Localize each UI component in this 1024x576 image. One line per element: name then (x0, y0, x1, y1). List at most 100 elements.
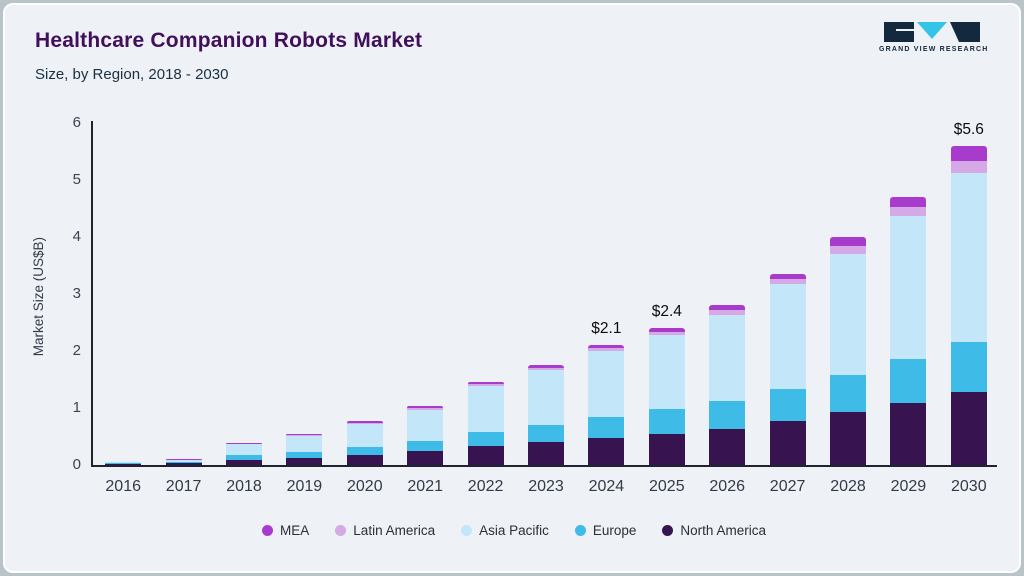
bar-2027 (769, 274, 806, 465)
x-label-2020: 2020 (347, 478, 383, 495)
x-label-2027: 2027 (769, 478, 806, 495)
legend-label-europe: Europe (592, 522, 637, 538)
segment-latin-america-2021 (407, 408, 444, 410)
legend-dot-europe (574, 524, 586, 536)
segment-europe-2027 (769, 388, 806, 421)
segment-europe-2021 (407, 441, 444, 451)
segment-europe-2017 (165, 461, 202, 463)
value-label-2030: $5.6 (953, 120, 984, 138)
segment-north-america-2024 (588, 438, 625, 465)
grand-view-research-logo: GRAND VIEW RESEARCH (879, 22, 987, 53)
segment-latin-america-2027 (769, 279, 806, 285)
y-tick-2: 2 (72, 342, 81, 359)
x-label-2029: 2029 (890, 478, 927, 495)
y-axis-title: Market Size (US$B) (31, 237, 46, 357)
segment-mea-2028 (830, 237, 866, 247)
legend-dot-latin-america (335, 524, 347, 536)
segment-asia-pacific-2019 (286, 435, 323, 452)
segment-mea-2025 (648, 328, 685, 332)
segment-north-america-2016 (105, 463, 142, 465)
bar-2024 (588, 345, 625, 465)
segment-north-america-2030 (950, 392, 987, 465)
segment-mea-2024 (588, 345, 625, 349)
segment-north-america-2028 (830, 412, 866, 465)
legend-item-latin-america: Latin America (335, 521, 435, 539)
legend-dot-mea (262, 524, 274, 536)
segment-north-america-2026 (709, 428, 746, 465)
segment-asia-pacific-2027 (769, 284, 806, 389)
x-label-2023: 2023 (528, 478, 564, 495)
segment-asia-pacific-2025 (648, 335, 685, 410)
segment-latin-america-2025 (648, 331, 685, 336)
bar-2020 (346, 421, 383, 465)
x-label-2024: 2024 (588, 478, 625, 495)
segment-north-america-2027 (769, 420, 806, 465)
legend-label-asia-pacific: Asia Pacific (479, 522, 549, 538)
segment-mea-2020 (346, 421, 383, 423)
segment-latin-america-2026 (709, 309, 746, 315)
segment-north-america-2023 (528, 442, 564, 465)
segment-asia-pacific-2021 (407, 409, 444, 442)
segment-asia-pacific-2017 (165, 459, 202, 462)
segment-mea-2022 (467, 382, 504, 385)
segment-asia-pacific-2026 (709, 314, 746, 402)
segment-north-america-2018 (226, 459, 262, 465)
segment-asia-pacific-2030 (950, 173, 987, 342)
legend-item-north-america: North America (662, 521, 766, 539)
bar-2018 (226, 443, 262, 465)
segment-europe-2025 (648, 409, 685, 434)
chart-panel: Healthcare Companion Robots Market Size,… (3, 3, 1021, 573)
segment-north-america-2019 (286, 457, 323, 465)
y-tick-6: 6 (72, 114, 81, 131)
segment-mea-2023 (528, 365, 564, 368)
segment-asia-pacific-2020 (346, 423, 383, 447)
legend-item-mea: MEA (262, 521, 309, 539)
bar-2030 (950, 145, 987, 465)
segment-asia-pacific-2029 (890, 216, 927, 359)
segment-north-america-2025 (648, 433, 685, 465)
segment-latin-america-2029 (890, 207, 927, 217)
bar-2016 (105, 461, 142, 465)
segment-asia-pacific-2018 (226, 444, 262, 456)
segment-europe-2018 (226, 455, 262, 460)
stacked-bar-chart: Market Size (US$B) 0 1 2 3 4 5 6 2016 2017 2018 20… (5, 5, 1019, 571)
x-label-2028: 2028 (830, 478, 866, 495)
segment-asia-pacific-2024 (588, 351, 625, 418)
legend: MEA Latin America Asia Pacific Europe North … (5, 521, 1019, 539)
x-label-2026: 2026 (709, 478, 745, 495)
logo-text: GRAND VIEW RESEARCH (879, 46, 989, 53)
page-title: Healthcare Companion Robots Market (35, 29, 423, 52)
segment-latin-america-2024 (588, 348, 625, 352)
segment-europe-2023 (528, 425, 564, 443)
bar-2028 (830, 237, 866, 465)
x-label-2022: 2022 (467, 478, 504, 495)
bar-2021 (407, 406, 444, 465)
segment-asia-pacific-2023 (528, 369, 564, 426)
segment-latin-america-2020 (346, 422, 383, 424)
segment-europe-2026 (709, 401, 746, 429)
segment-mea-2018 (226, 443, 262, 444)
segment-north-america-2017 (165, 462, 202, 465)
logo-marks-icon (884, 22, 980, 42)
bar-2022 (467, 382, 504, 465)
segment-mea-2021 (407, 406, 444, 408)
y-tick-4: 4 (72, 228, 81, 245)
legend-dot-north-america (662, 524, 674, 536)
bar-2023 (528, 365, 564, 465)
segment-north-america-2022 (467, 446, 504, 465)
segment-europe-2028 (830, 374, 866, 412)
segment-asia-pacific-2022 (467, 386, 504, 432)
legend-item-asia-pacific: Asia Pacific (461, 521, 549, 539)
x-label-2018: 2018 (226, 478, 262, 495)
segment-north-america-2021 (407, 450, 444, 465)
segment-mea-2029 (890, 197, 927, 208)
segment-north-america-2029 (890, 403, 927, 465)
legend-label-latin-america: Latin America (353, 522, 436, 538)
segment-europe-2020 (346, 446, 383, 455)
segment-europe-2030 (950, 341, 987, 393)
segment-latin-america-2019 (286, 434, 323, 436)
legend-label-mea: MEA (280, 522, 310, 538)
segment-latin-america-2022 (467, 384, 504, 387)
legend-dot-asia-pacific (461, 524, 473, 536)
y-tick-1: 1 (72, 399, 81, 416)
